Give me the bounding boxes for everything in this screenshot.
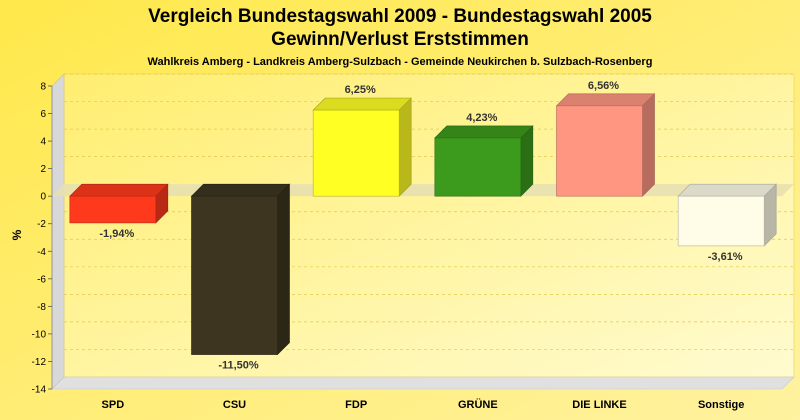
bars: -1,94% -11,50% 6,25% 4,23% 6,56% -3,61% — [69, 80, 777, 372]
y-tick-label: -8 — [37, 302, 46, 313]
bar-top — [312, 97, 412, 111]
bar-top — [677, 183, 777, 197]
grid-lines — [64, 73, 794, 350]
bar-front — [69, 195, 157, 224]
bar-side — [642, 93, 655, 197]
y-tick-label: 8 — [40, 82, 46, 93]
value-label: -1,94% — [99, 228, 134, 240]
bar-front — [312, 109, 400, 197]
chart-subtitle: Wahlkreis Amberg - Landkreis Amberg-Sulz… — [148, 56, 653, 68]
y-tick-label: 2 — [40, 164, 46, 175]
y-tick-label: 4 — [40, 137, 46, 148]
bar-die-linke: 6,56% — [555, 80, 656, 197]
y-tick-label: -4 — [37, 247, 46, 258]
bar-front — [556, 105, 643, 197]
bar-front — [191, 195, 278, 355]
bar-fdp: 6,25% — [312, 84, 412, 197]
value-label: -11,50% — [218, 360, 259, 372]
x-tick-label: DIE LINKE — [572, 399, 626, 411]
y-tick-label: -12 — [32, 357, 47, 368]
chart-title-line2: Gewinn/Verlust Erststimmen — [271, 29, 529, 50]
bar-front — [434, 137, 522, 197]
y-tick-label: -2 — [37, 219, 46, 230]
x-tick-label: GRÜNE — [458, 398, 498, 411]
floor — [51, 376, 795, 390]
bar-top — [434, 125, 534, 139]
value-label: 6,56% — [588, 80, 619, 92]
bar-sonstige: -3,61% — [677, 183, 777, 263]
bar-spd: -1,94% — [69, 183, 169, 240]
x-tick-label: SPD — [102, 399, 125, 411]
bar-side — [277, 183, 290, 356]
bar-top — [555, 93, 656, 107]
bar-top — [190, 183, 291, 197]
y-tick-label: -6 — [37, 274, 46, 285]
y-axis-label: % — [10, 229, 24, 240]
x-tick-label: Sonstige — [698, 399, 744, 411]
bar-top — [69, 183, 169, 197]
chart-title: Vergleich Bundestagswahl 2009 - Bundesta… — [148, 6, 652, 27]
value-label: -3,61% — [708, 251, 743, 263]
value-label: 6,25% — [345, 84, 376, 96]
x-axis: SPD CSU FDP GRÜNE DIE LINKE Sonstige — [102, 398, 745, 411]
bar-csu: -11,50% — [190, 183, 291, 372]
y-axis: 8 6 4 2 0 -2 -4 -6 -8 -10 -12 -14 — [32, 82, 53, 396]
side-wall — [51, 73, 65, 390]
y-tick-label: -10 — [32, 329, 47, 340]
y-tick-label: 0 — [40, 192, 46, 203]
bar-gr-ne: 4,23% — [434, 112, 534, 197]
x-tick-label: FDP — [345, 399, 367, 411]
y-tick-label: 6 — [40, 109, 46, 120]
bar-front — [677, 195, 765, 247]
value-label: 4,23% — [466, 112, 497, 124]
x-tick-label: CSU — [223, 399, 246, 411]
bar-side — [398, 97, 412, 197]
y-tick-label: -14 — [32, 385, 47, 396]
